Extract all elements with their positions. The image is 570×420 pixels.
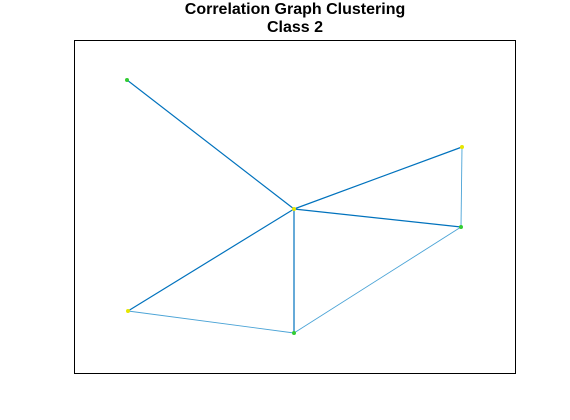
edge-n1-n2 bbox=[126, 79, 295, 210]
node-n2 bbox=[292, 207, 296, 211]
chart-subtitle: Class 2 bbox=[266, 19, 324, 36]
edge-n2-n5 bbox=[293, 146, 463, 210]
edge-layer bbox=[126, 79, 463, 334]
edge-n3-n4 bbox=[127, 310, 295, 334]
node-n3 bbox=[126, 309, 130, 313]
edge-n4-n6 bbox=[293, 226, 462, 334]
node-n4 bbox=[292, 331, 296, 335]
node-n5 bbox=[460, 145, 464, 149]
edge-n2-n6 bbox=[293, 208, 462, 228]
node-layer bbox=[125, 78, 464, 335]
chart-title-block: Correlation Graph Clustering Class 2 bbox=[0, 1, 570, 37]
edge-n2-n3 bbox=[127, 208, 295, 312]
axes-frame bbox=[74, 40, 516, 374]
edge-n5-n6 bbox=[460, 146, 463, 228]
node-n1 bbox=[125, 78, 129, 82]
chart-title: Correlation Graph Clustering bbox=[184, 1, 406, 18]
node-n6 bbox=[459, 225, 463, 229]
